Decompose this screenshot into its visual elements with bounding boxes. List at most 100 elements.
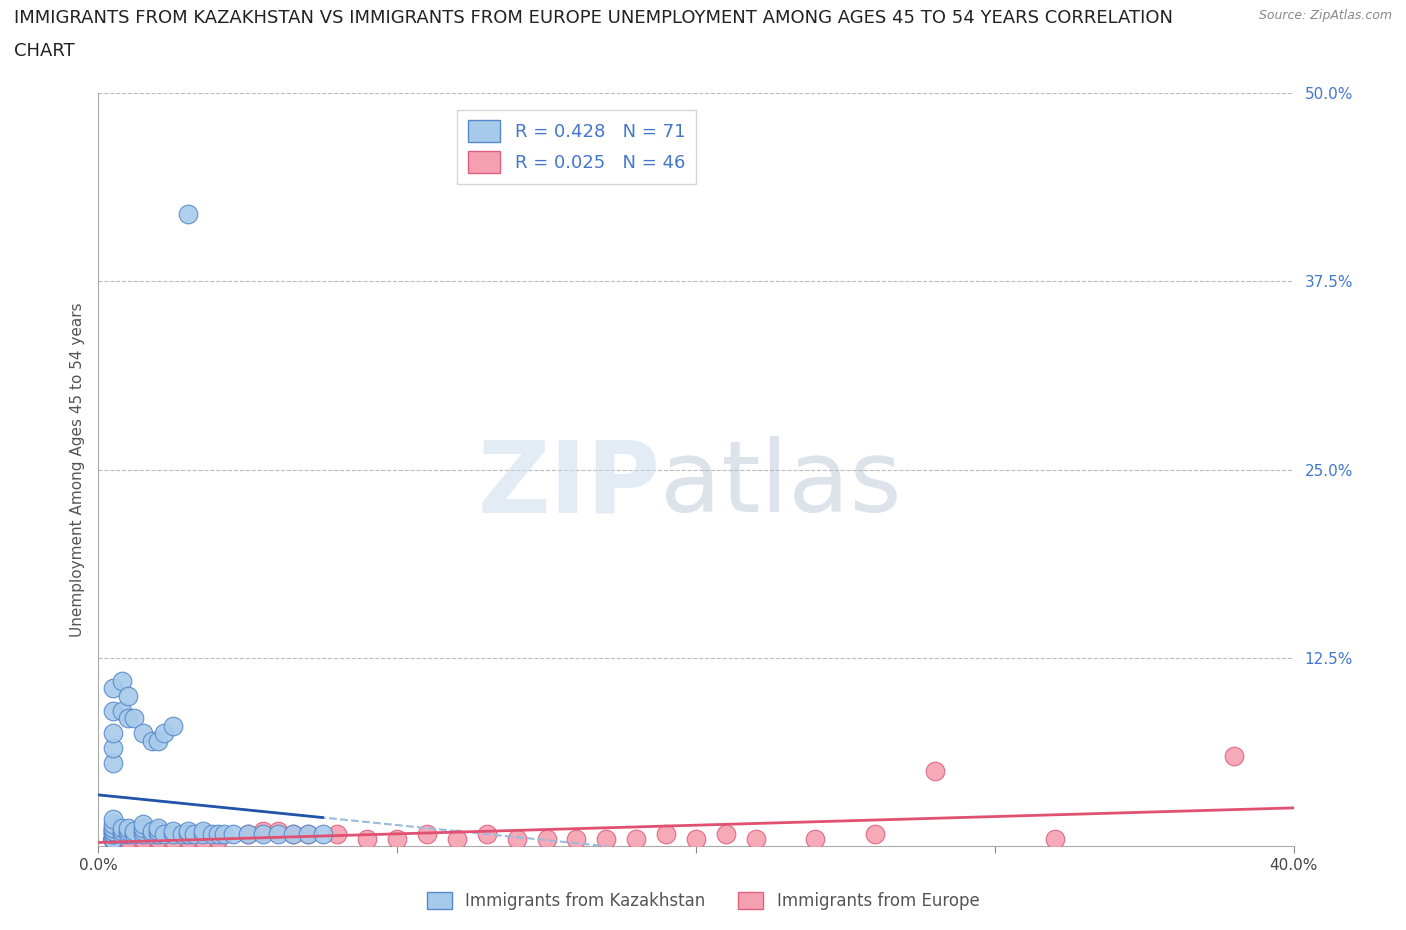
Point xyxy=(103,824,125,839)
Point xyxy=(1223,749,1246,764)
Point xyxy=(117,831,139,846)
Point xyxy=(148,827,170,842)
Point xyxy=(745,831,768,846)
Point xyxy=(212,827,235,842)
Point xyxy=(252,827,274,842)
Point xyxy=(191,827,214,842)
Point xyxy=(416,827,439,842)
Point xyxy=(236,827,259,842)
Legend: Immigrants from Kazakhstan, Immigrants from Europe: Immigrants from Kazakhstan, Immigrants f… xyxy=(420,885,986,917)
Point xyxy=(655,827,678,842)
Point xyxy=(148,831,170,846)
Point xyxy=(148,831,170,846)
Point xyxy=(356,831,378,846)
Point xyxy=(103,831,125,846)
Point xyxy=(117,831,139,846)
Point xyxy=(141,824,163,839)
Point xyxy=(111,821,134,836)
Point xyxy=(103,817,125,831)
Point xyxy=(385,831,409,846)
Point xyxy=(201,827,224,842)
Point xyxy=(103,681,125,696)
Point xyxy=(103,831,125,846)
Point xyxy=(103,831,125,846)
Point xyxy=(103,831,125,846)
Point xyxy=(132,831,155,846)
Point xyxy=(103,831,125,846)
Point xyxy=(191,824,214,839)
Point xyxy=(117,821,139,836)
Point xyxy=(222,827,245,842)
Point xyxy=(103,831,125,846)
Point xyxy=(132,821,155,836)
Point xyxy=(132,817,155,831)
Point xyxy=(103,831,125,846)
Point xyxy=(446,831,468,846)
Point xyxy=(132,824,155,839)
Point xyxy=(326,827,349,842)
Point xyxy=(162,824,184,839)
Point xyxy=(177,206,200,221)
Point xyxy=(111,703,134,718)
Point xyxy=(191,831,214,846)
Point xyxy=(207,831,229,846)
Point xyxy=(103,821,125,836)
Y-axis label: Unemployment Among Ages 45 to 54 years: Unemployment Among Ages 45 to 54 years xyxy=(69,302,84,637)
Point xyxy=(124,827,146,842)
Text: CHART: CHART xyxy=(14,42,75,60)
Point xyxy=(103,756,125,771)
Point xyxy=(162,718,184,733)
Text: ZIP: ZIP xyxy=(477,436,661,533)
Point xyxy=(207,827,229,842)
Point xyxy=(124,711,146,725)
Point xyxy=(714,827,737,842)
Point xyxy=(252,824,274,839)
Point xyxy=(177,831,200,846)
Point xyxy=(103,831,125,846)
Point xyxy=(117,711,139,725)
Point xyxy=(475,827,498,842)
Point xyxy=(207,831,229,846)
Point xyxy=(103,726,125,741)
Point xyxy=(177,824,200,839)
Point xyxy=(172,827,194,842)
Point xyxy=(103,831,125,846)
Point xyxy=(804,831,827,846)
Text: atlas: atlas xyxy=(661,436,901,533)
Point xyxy=(103,831,125,846)
Point xyxy=(141,734,163,749)
Point xyxy=(177,831,200,846)
Point xyxy=(103,827,125,842)
Point xyxy=(311,827,333,842)
Point xyxy=(132,827,155,842)
Text: IMMIGRANTS FROM KAZAKHSTAN VS IMMIGRANTS FROM EUROPE UNEMPLOYMENT AMONG AGES 45 : IMMIGRANTS FROM KAZAKHSTAN VS IMMIGRANTS… xyxy=(14,9,1173,27)
Point xyxy=(267,824,290,839)
Point xyxy=(148,734,170,749)
Point xyxy=(117,824,139,839)
Point xyxy=(124,824,146,839)
Point xyxy=(924,764,946,778)
Point xyxy=(626,831,648,846)
Point xyxy=(103,831,125,846)
Point xyxy=(297,827,319,842)
Point xyxy=(103,824,125,839)
Point xyxy=(117,831,139,846)
Point xyxy=(103,831,125,846)
Point xyxy=(162,831,184,846)
Legend: R = 0.428   N = 71, R = 0.025   N = 46: R = 0.428 N = 71, R = 0.025 N = 46 xyxy=(457,110,696,184)
Point xyxy=(111,824,134,839)
Point xyxy=(103,827,125,842)
Point xyxy=(132,831,155,846)
Point xyxy=(595,831,617,846)
Point xyxy=(177,827,200,842)
Point xyxy=(153,827,176,842)
Point xyxy=(103,703,125,718)
Point xyxy=(281,827,304,842)
Point xyxy=(111,673,134,688)
Point xyxy=(103,831,125,846)
Point xyxy=(281,827,304,842)
Point xyxy=(148,824,170,839)
Point xyxy=(297,827,319,842)
Point xyxy=(103,812,125,827)
Point xyxy=(117,688,139,703)
